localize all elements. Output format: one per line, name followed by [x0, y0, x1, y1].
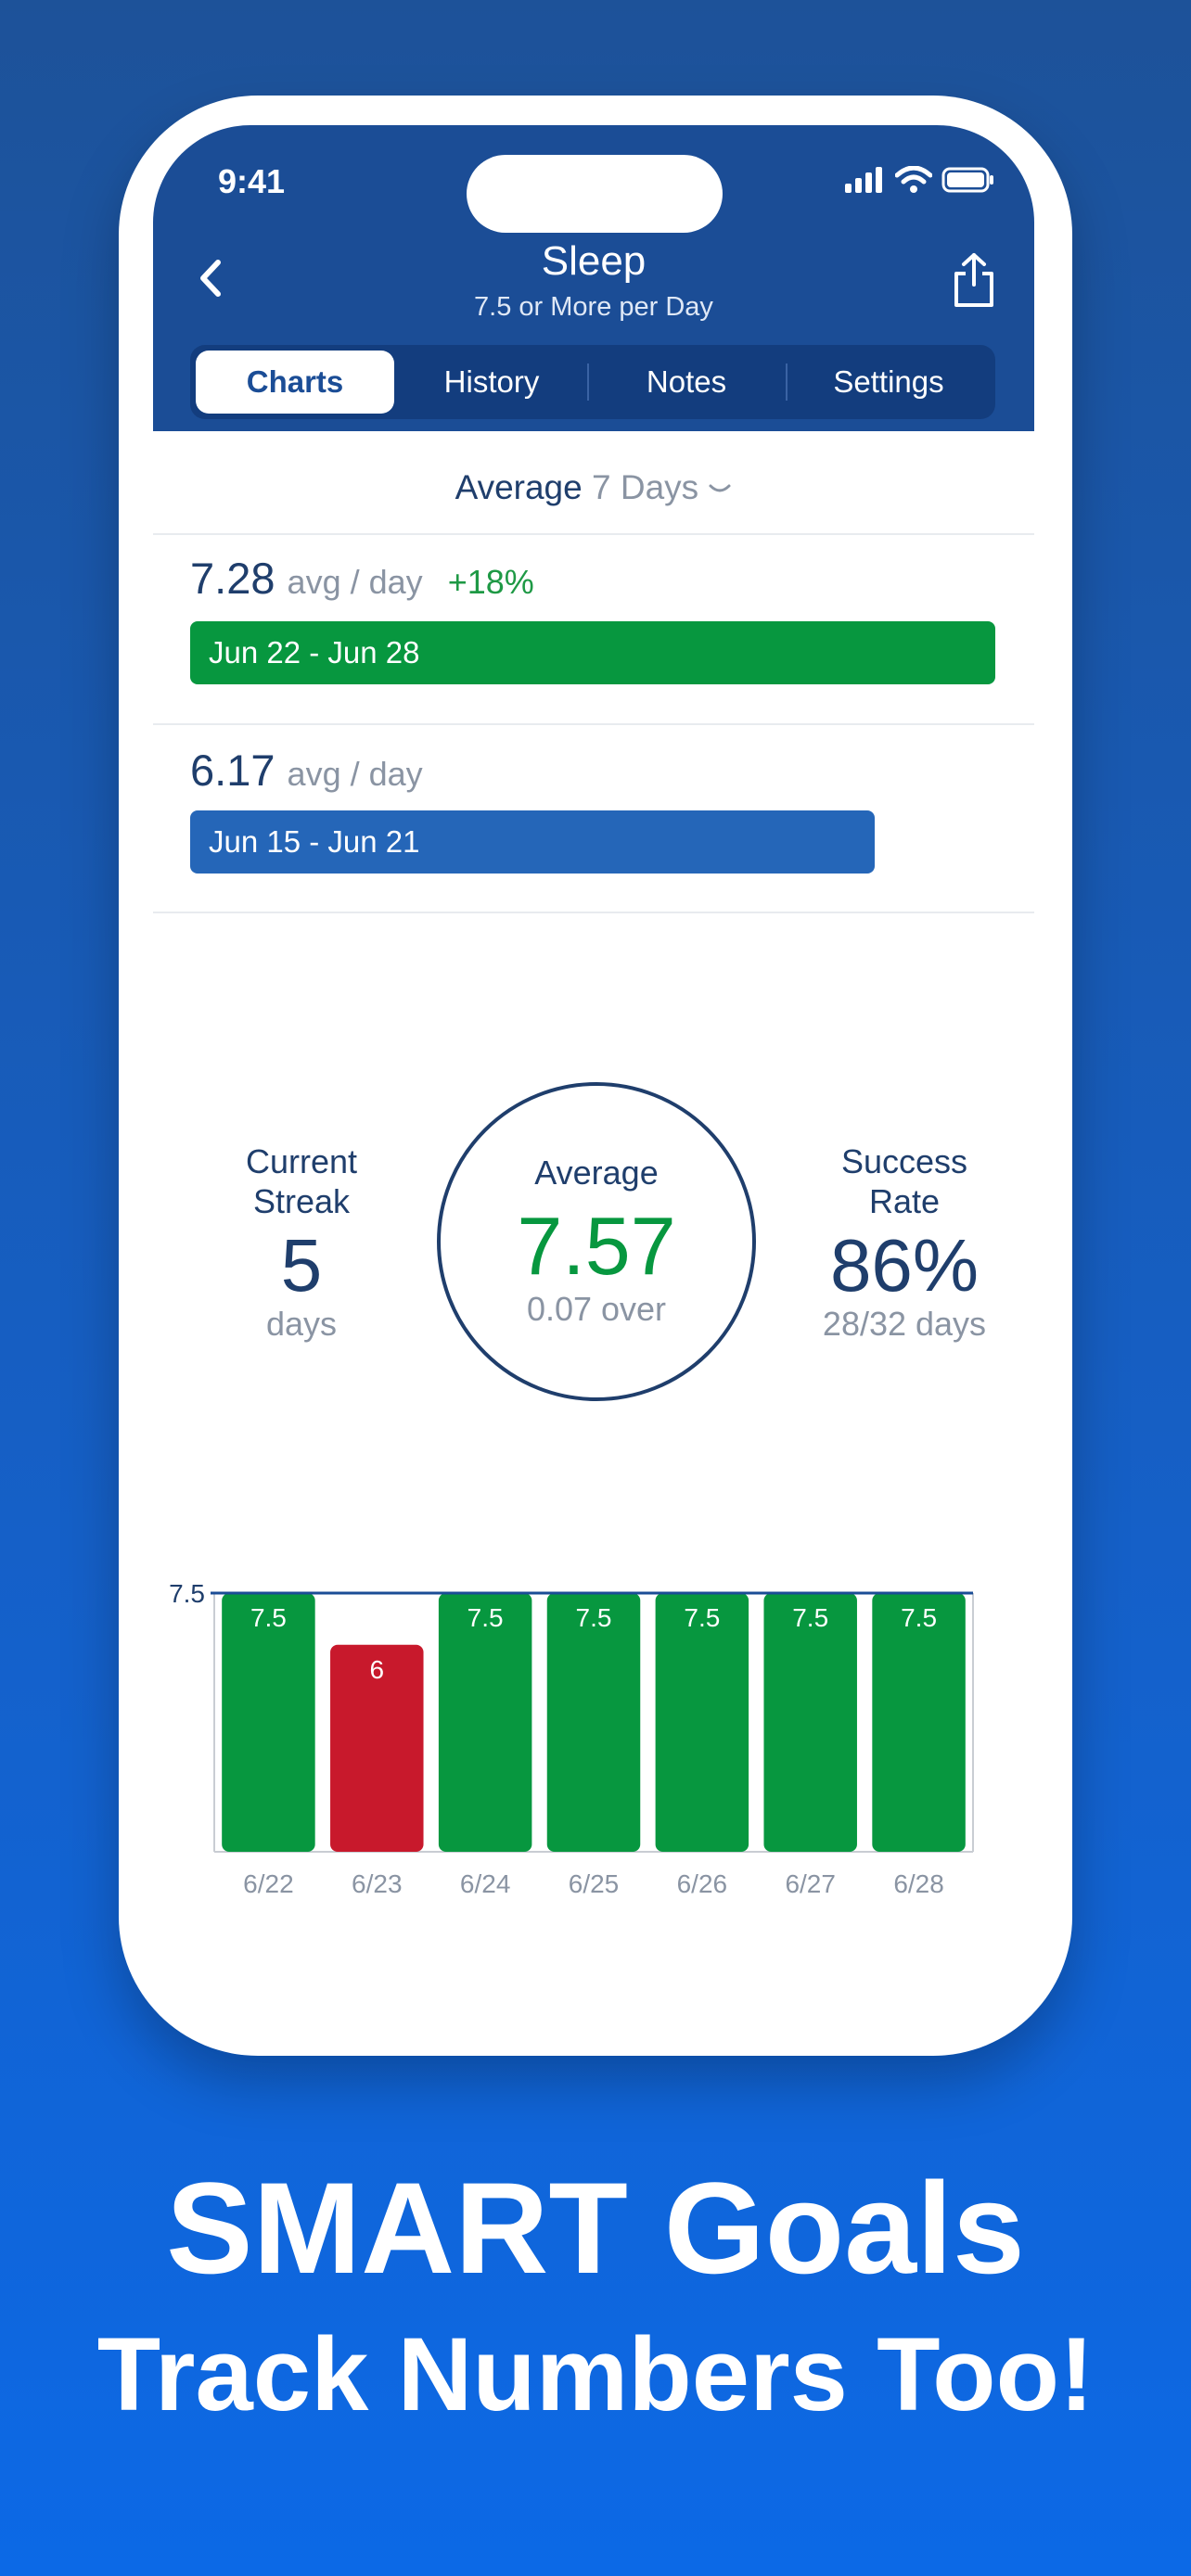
divider — [153, 912, 1034, 913]
success-label-line2: Rate — [868, 1182, 941, 1220]
chart-goal-label: 7.5 — [169, 1581, 205, 1608]
battery-icon — [941, 167, 993, 193]
chevron-down-icon — [709, 484, 731, 492]
chart-bar-value-label: 7.5 — [792, 1603, 828, 1632]
chart-x-tick-label: 6/24 — [460, 1869, 510, 1898]
week-current-summary: 7.28 avg / day +18% — [190, 553, 534, 604]
week-previous-unit: avg / day — [287, 755, 423, 793]
week-current-bar[interactable]: Jun 22 - Jun 28 — [190, 621, 995, 684]
chart-bar-6/28 — [872, 1593, 966, 1852]
phone-screen: 9:41 Sleep 7.5 or More per — [153, 125, 1034, 2041]
dynamic-island — [467, 155, 723, 233]
caption-subheadline: Track Numbers Too! — [96, 2316, 1095, 2432]
share-icon[interactable] — [951, 251, 997, 309]
tab-bar: Charts History Notes Settings — [190, 345, 995, 419]
chart-x-tick-label: 6/25 — [569, 1869, 620, 1898]
week-previous-bar[interactable]: Jun 15 - Jun 21 — [190, 810, 875, 874]
status-icons — [845, 166, 995, 194]
app-header: 9:41 Sleep 7.5 or More per — [153, 125, 1034, 431]
wifi-icon — [895, 166, 932, 193]
tab-divider — [786, 363, 788, 401]
average-period-selector[interactable]: Average 7 Days — [153, 468, 1034, 507]
streak-label-line1: Current — [245, 1142, 358, 1180]
chart-x-tick-label: 6/27 — [785, 1869, 836, 1898]
average-period: 7 Days — [592, 468, 699, 506]
average-circle-detail: 0.07 over — [526, 1290, 667, 1328]
chart-bar-value-label: 7.5 — [901, 1603, 937, 1632]
tab-notes[interactable]: Notes — [646, 364, 727, 399]
chart-bar-6/23 — [330, 1644, 424, 1852]
average-circle-label: Average — [534, 1154, 659, 1192]
average-circle — [437, 1082, 756, 1401]
success-value: 86% — [829, 1224, 980, 1307]
divider — [153, 533, 1034, 535]
week-current-avg: 7.28 — [190, 554, 275, 603]
tab-charts[interactable]: Charts — [196, 351, 394, 414]
streak-value: 5 — [280, 1224, 323, 1307]
week-previous-avg: 6.17 — [190, 746, 275, 795]
signal-icon — [845, 167, 882, 193]
back-chevron-icon[interactable] — [188, 246, 237, 311]
chart-x-tick-label: 6/23 — [352, 1869, 403, 1898]
chart-bar-value-label: 7.5 — [576, 1603, 612, 1632]
tab-divider — [587, 363, 589, 401]
chart-bar-value-label: 6 — [369, 1655, 384, 1684]
week-current-change: +18% — [447, 563, 534, 601]
chart-bar-value-label: 7.5 — [250, 1603, 287, 1632]
daily-bar-chart: 7.5 6 7.5 7.5 7.5 7.5 7.5 7.5 6/22 6/23 6/24 6/25 6/… — [169, 1581, 974, 1898]
chart-bar-6/22 — [222, 1593, 315, 1852]
week-previous-summary: 6.17 avg / day — [190, 745, 423, 796]
streak-label-line2: Streak — [252, 1182, 351, 1220]
chart-bar-value-label: 7.5 — [467, 1603, 504, 1632]
goal-subtitle: 7.5 or More per Day — [474, 292, 713, 322]
success-detail: 28/32 days — [822, 1305, 987, 1343]
chart-bar-6/24 — [438, 1593, 532, 1852]
status-time: 9:41 — [218, 162, 286, 200]
success-label: Success Rate — [793, 1141, 1016, 1221]
tab-settings[interactable]: Settings — [833, 364, 944, 399]
chart-bar-6/26 — [655, 1593, 749, 1852]
chart-x-tick-label: 6/28 — [893, 1869, 944, 1898]
chart-x-tick-label: 6/22 — [243, 1869, 294, 1898]
goal-title: Sleep — [541, 238, 647, 284]
streak-label: Current Streak — [199, 1141, 403, 1221]
week-current-unit: avg / day — [287, 563, 423, 601]
chart-bar-6/25 — [546, 1593, 641, 1852]
average-label: Average — [455, 468, 583, 506]
streak-unit: days — [265, 1305, 338, 1343]
chart-x-tick-label: 6/26 — [677, 1869, 728, 1898]
divider — [153, 723, 1034, 725]
chart-bar-6/27 — [763, 1593, 857, 1852]
tab-history[interactable]: History — [443, 364, 540, 399]
success-label-line1: Success — [840, 1142, 968, 1180]
caption-headline: SMART Goals — [166, 2155, 1025, 2301]
chart-bar-value-label: 7.5 — [684, 1603, 720, 1632]
average-circle-value: 7.57 — [517, 1200, 676, 1292]
